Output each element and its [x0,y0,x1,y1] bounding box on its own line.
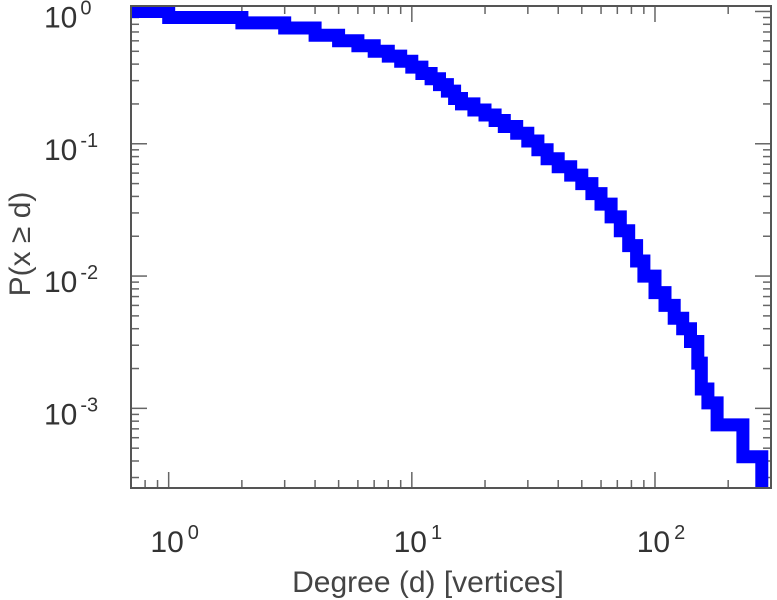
x-tick-label: 10 1 [394,522,443,559]
x-tick-labels: 10 0 10 1 10 2 [150,522,685,559]
x-tick-label: 10 2 [637,522,686,559]
y-axis-label: P(x ≥ d) [4,192,37,297]
plot-frame [130,5,772,489]
y-tick-label: 10 -3 [44,394,98,431]
x-tick-label: 10 0 [150,522,199,559]
series-layer [131,5,769,488]
series-line-0 [131,5,769,488]
major-ticks [131,6,771,488]
y-tick-label: 10 -1 [44,130,98,167]
y-tick-label: 10 0 [44,0,92,34]
minor-ticks [130,6,772,488]
x-axis-label: Degree (d) [vertices] [292,566,564,599]
y-tick-label: 10 -2 [44,262,98,299]
